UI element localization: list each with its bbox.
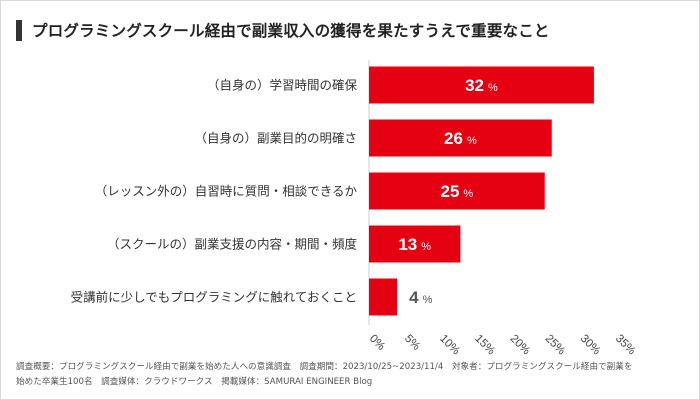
footnote-line-1: 調査概要：プログラミングスクール経由で副業を始めた人への意識調査 調査期間：20… xyxy=(16,362,633,372)
bar-chart: （自身の）学習時間の確保 32 % （自身の）副業目的の明確さ 26 % （レッスン外の）自… xyxy=(71,60,638,358)
data-label: 26% xyxy=(444,129,477,148)
x-tick-label: 20% xyxy=(507,333,532,358)
x-tick-label: 15% xyxy=(472,333,497,358)
survey-footnote: 調査概要：プログラミングスクール経由で副業を始めた人への意識調査 調査期間：20… xyxy=(16,360,686,390)
x-tick-label: 5% xyxy=(402,333,422,353)
bar xyxy=(369,225,461,263)
x-tick-label: 30% xyxy=(578,333,603,358)
x-tick-label: 25% xyxy=(543,333,568,358)
chart-title: プログラミングスクール経由で副業収入の獲得を果たすうえで重要なこと xyxy=(32,22,550,40)
bar xyxy=(369,119,552,157)
footnote-line-2: 始めた卒業生100名 調査媒体：クラウドワークス 掲載媒体：SAMURAI EN… xyxy=(16,377,373,387)
data-label: 13% xyxy=(398,235,431,254)
bar xyxy=(369,278,398,316)
category-label: （スクールの）副業支援の内容・期間・頻度 xyxy=(107,237,358,252)
category-label: （自身の）学習時間の確保 xyxy=(207,78,358,93)
category-label: 受講前に少しでもプログラミングに触れておくこと xyxy=(71,290,357,305)
data-label: 25% xyxy=(441,182,474,201)
x-tick-label: 35% xyxy=(613,333,638,358)
category-label: （レッスン外の）自習時に質問・相談できるか xyxy=(95,184,358,199)
bar xyxy=(369,66,594,104)
x-tick-label: 0% xyxy=(367,333,387,353)
category-label: （自身の）副業目的の明確さ xyxy=(194,131,357,146)
x-tick-label: 10% xyxy=(437,333,462,358)
bar xyxy=(369,172,545,210)
title-accent-bar xyxy=(16,20,22,41)
data-label: 32% xyxy=(465,76,498,95)
data-label: 4% xyxy=(409,288,432,307)
